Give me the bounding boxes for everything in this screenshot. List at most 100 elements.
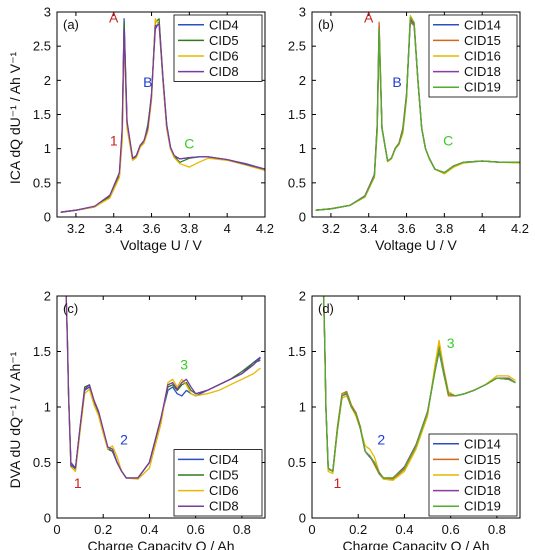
panel-label: (b) [318, 17, 334, 32]
panel-label: (d) [318, 301, 334, 316]
annotation-label: 1 [74, 475, 82, 491]
y-tick-label: 1 [299, 400, 306, 415]
x-tick-label: 4 [224, 221, 231, 236]
x-tick-label: 0.8 [233, 522, 251, 537]
y-tick-label: 0.5 [288, 175, 306, 190]
legend-entry-label: CID8 [209, 499, 239, 514]
legend-entry-label: CID14 [464, 436, 501, 451]
x-axis-label: Voltage U / V [120, 237, 202, 253]
y-tick-label: 3 [299, 5, 306, 20]
y-tick-label: 1.5 [288, 344, 306, 359]
chart-panel-4: 0 0.2 0.4 0.6 0.8 0 0.5 1 1.5 2 Charge Capacity Q … [288, 289, 521, 550]
legend-entry-label: CID18 [464, 483, 501, 498]
legend-entry-label: CID6 [209, 483, 239, 498]
y-tick-label: 0.5 [288, 455, 306, 470]
y-tick-label: 0 [44, 511, 51, 526]
legend-entry-label: CID6 [209, 49, 239, 64]
x-tick-label: 0 [308, 522, 315, 537]
y-tick-label: 2 [299, 289, 306, 304]
legend-box [173, 449, 263, 517]
legend-entry-label: CID15 [464, 452, 501, 467]
x-tick-label: 0.6 [442, 522, 460, 537]
ylabel-bottom: DVA dU dQ⁻¹ / V Ah⁻¹ [7, 351, 23, 488]
legend-entry-label: CID4 [209, 17, 239, 32]
annotation-label: 1 [334, 475, 342, 491]
legend-entry-label: CID14 [464, 17, 501, 32]
annotation-label: B [143, 74, 152, 90]
y-tick-label: 1.5 [33, 107, 51, 122]
annotation-label: A [109, 9, 119, 25]
legend-entry-label: CID5 [209, 33, 239, 48]
x-tick-label: 0.4 [395, 522, 413, 537]
legend-entry-label: CID19 [464, 80, 501, 95]
x-tick-label: 3.2 [322, 221, 340, 236]
legend-entry-label: CID5 [209, 468, 239, 483]
legend-entry-label: CID16 [464, 49, 501, 64]
annotation-label: C [184, 136, 194, 152]
x-tick-label: 0.4 [140, 522, 158, 537]
y-tick-label: 3 [44, 5, 51, 20]
x-axis-label: Charge Capacity Q / Ah [87, 538, 234, 550]
legend-entry-label: CID8 [209, 64, 239, 79]
y-tick-label: 0.5 [33, 455, 51, 470]
series-line-cid8 [60, 23, 265, 213]
legend-entry-label: CID15 [464, 33, 501, 48]
y-tick-label: 0 [299, 210, 306, 225]
x-axis-label: Voltage U / V [375, 237, 457, 253]
y-tick-label: 2 [44, 289, 51, 304]
x-tick-label: 3.4 [360, 221, 378, 236]
legend-entry-label: CID16 [464, 468, 501, 483]
series-line-cid19 [322, 296, 516, 479]
y-tick-label: 1.5 [33, 344, 51, 359]
annotation-label: C [443, 132, 453, 148]
x-tick-label: 4 [479, 221, 486, 236]
legend-entry-label: CID18 [464, 64, 501, 79]
annotation-label: 3 [447, 335, 455, 351]
x-tick-label: 3.6 [398, 221, 416, 236]
series-group [322, 296, 516, 481]
chart-panel-2: 3.2 3.4 3.6 3.8 4 4.2 0 0.5 1 1.5 2 2.5 3 Voltage U /… [288, 5, 529, 254]
panel-label: (c) [63, 301, 78, 316]
series-line-cid8 [65, 296, 261, 479]
x-tick-label: 3.6 [143, 221, 161, 236]
x-tick-label: 4.2 [511, 221, 529, 236]
x-tick-label: 3.4 [105, 221, 123, 236]
x-tick-label: 4.2 [256, 221, 274, 236]
annotation-label: A [364, 9, 374, 25]
x-tick-label: 0.6 [187, 522, 205, 537]
annotation-label: 1 [110, 132, 118, 148]
y-tick-label: 1.5 [288, 107, 306, 122]
y-tick-label: 0 [299, 511, 306, 526]
panel-label: (a) [63, 17, 79, 32]
x-axis-label: Charge Capacity Q / Ah [342, 538, 489, 550]
legend-entry-label: CID4 [209, 452, 239, 467]
x-tick-label: 0 [53, 522, 60, 537]
ylabel-top: ICA dQ dU⁻¹ / Ah V⁻¹ [7, 52, 23, 185]
x-tick-label: 0.2 [349, 522, 367, 537]
chart-panel-1: 3.2 3.4 3.6 3.8 4 4.2 0 0.5 1 1.5 2 2.5 3 Voltage U /… [33, 5, 274, 254]
y-tick-label: 2 [44, 73, 51, 88]
series-line-cid19 [315, 16, 520, 211]
y-tick-label: 1 [299, 141, 306, 156]
y-tick-label: 1 [44, 400, 51, 415]
chart-panel-3: 0 0.2 0.4 0.6 0.8 0 0.5 1 1.5 2 Charge Capacity Q … [33, 289, 266, 550]
series-group [65, 296, 261, 480]
annotation-label: B [392, 74, 401, 90]
series-group [60, 18, 265, 213]
y-tick-label: 0.5 [33, 175, 51, 190]
x-tick-label: 0.8 [488, 522, 506, 537]
x-tick-label: 0.2 [94, 522, 112, 537]
y-tick-label: 2.5 [288, 39, 306, 54]
annotation-label: 3 [180, 356, 188, 372]
y-tick-label: 2.5 [33, 39, 51, 54]
x-tick-label: 3.8 [435, 221, 453, 236]
x-tick-label: 3.8 [180, 221, 198, 236]
x-tick-label: 3.2 [67, 221, 85, 236]
series-group [315, 14, 520, 211]
legend-box [173, 14, 263, 82]
y-tick-label: 0 [44, 210, 51, 225]
